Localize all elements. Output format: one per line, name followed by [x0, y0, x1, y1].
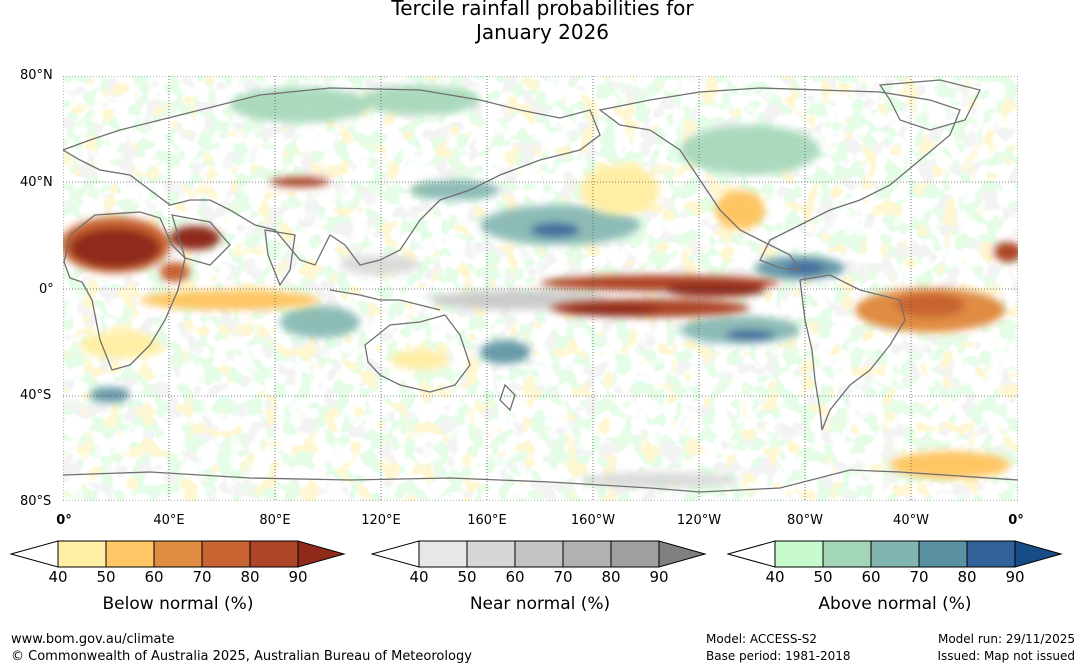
- colorbar-segment: [201, 540, 251, 568]
- lon-label-160w: 160°W: [570, 513, 616, 528]
- colorbar-near-normal: [370, 540, 707, 568]
- india-coast: [264, 229, 296, 287]
- footer-run: Model run: 29/11/2025 Issued: Map not is…: [937, 631, 1075, 665]
- map-title: Tercile rainfall probabilities for Janua…: [0, 0, 1085, 44]
- colorbar-tick-label: 70: [553, 568, 573, 586]
- lon-label-40e: 40°E: [153, 513, 185, 528]
- colorbar-tick-label: 40: [765, 568, 785, 586]
- lon-label-40w: 40°W: [893, 513, 929, 528]
- lat-label-40s: 40°S: [20, 388, 52, 403]
- colorbar-segment: [105, 540, 155, 568]
- colorbar-tick-label: 60: [861, 568, 881, 586]
- lon-label-80e: 80°E: [259, 513, 291, 528]
- colorbar-segment: [822, 540, 872, 568]
- colorbar-tick-label: 90: [1005, 568, 1025, 586]
- title-line-2: January 2026: [475, 20, 610, 44]
- colorbar-above-normal: [726, 540, 1063, 568]
- colorbar-tick-label: 90: [288, 568, 308, 586]
- lat-label-80s: 80°S: [20, 494, 52, 509]
- lat-label-80n: 80°N: [20, 68, 53, 83]
- copyright-text: © Commonwealth of Australia 2025, Austra…: [11, 649, 472, 664]
- greenland-coast: [878, 79, 981, 131]
- colorbar-min-arrow: [9, 540, 59, 568]
- base-period: Base period: 1981-2018: [706, 649, 851, 663]
- colorbar-segment: [610, 540, 660, 568]
- colorbar-min-arrow: [726, 540, 776, 568]
- graticule: [63, 76, 1018, 501]
- footer-model: Model: ACCESS-S2 Base period: 1981-2018: [706, 631, 851, 665]
- colorbar-tick-label: 90: [649, 568, 669, 586]
- colorbar-segment: [57, 540, 107, 568]
- south-america-coast: [799, 274, 906, 431]
- indonesia-coast: [329, 289, 441, 311]
- colorbar-segment: [249, 540, 299, 568]
- colorbar-tick-label: 60: [144, 568, 164, 586]
- lon-label-0-right: 0°: [1008, 513, 1024, 528]
- lon-label-120e: 120°E: [361, 513, 401, 528]
- colorbar-segment: [514, 540, 564, 568]
- below-normal-patches: [63, 165, 1018, 479]
- africa-coast: [63, 211, 186, 371]
- colorbar-max-arrow: [297, 540, 346, 568]
- coastlines: [63, 79, 1018, 493]
- colorbar-tick-label: 40: [409, 568, 429, 586]
- colorbar-tick-label: 80: [957, 568, 977, 586]
- colorbar-tick-label: 70: [909, 568, 929, 586]
- colorbar-min-arrow: [370, 540, 420, 568]
- model-name: Model: ACCESS-S2: [706, 632, 818, 646]
- new-zealand-coast: [499, 383, 516, 412]
- colorbar-tick-label: 50: [813, 568, 833, 586]
- above-normal-patches: [90, 85, 845, 403]
- colorbar-tick-label: 70: [192, 568, 212, 586]
- lon-label-80w: 80°W: [787, 513, 823, 528]
- lon-label-160e: 160°E: [467, 513, 507, 528]
- lat-label-equator: 0°: [39, 282, 54, 297]
- colorbar-tick-label: 40: [48, 568, 68, 586]
- north-america-coast: [598, 87, 961, 271]
- website-link[interactable]: www.bom.gov.au/climate: [11, 632, 175, 647]
- colorbar-max-arrow: [1014, 540, 1063, 568]
- legend-below-normal: Below normal (%) 40 50 60 70 80 90: [9, 540, 350, 614]
- colorbar-tick-label: 80: [601, 568, 621, 586]
- colorbar-segment: [774, 540, 824, 568]
- colorbar-segment: [562, 540, 612, 568]
- colorbar-below-normal: [9, 540, 346, 568]
- legend-title-near: Near normal (%): [469, 594, 611, 614]
- colorbar-segment: [870, 540, 920, 568]
- colorbar-segment: [153, 540, 203, 568]
- legend-title-below: Below normal (%): [102, 594, 254, 614]
- australia-coast: [364, 314, 471, 393]
- colorbar-tick-label: 50: [96, 568, 116, 586]
- colorbar-tick-label: 80: [240, 568, 260, 586]
- footer-left: www.bom.gov.au/climate © Commonwealth of…: [11, 631, 472, 665]
- colorbar-max-arrow: [658, 540, 707, 568]
- antarctica-coast: [63, 469, 1018, 493]
- europe-asia-coast: [63, 87, 601, 266]
- map-field: [63, 76, 1018, 501]
- model-run: Model run: 29/11/2025: [937, 632, 1075, 646]
- colorbar-tick-label: 60: [505, 568, 525, 586]
- title-line-1: Tercile rainfall probabilities for: [391, 0, 694, 20]
- lon-label-0-left: 0°: [56, 513, 72, 528]
- lat-label-40n: 40°N: [20, 175, 53, 190]
- colorbar-segment: [918, 540, 968, 568]
- colorbar-segment: [418, 540, 468, 568]
- issued-status: Issued: Map not issued: [937, 649, 1075, 663]
- colorbar-tick-label: 50: [457, 568, 477, 586]
- colorbar-segment: [966, 540, 1016, 568]
- legend-near-normal: Near normal (%) 40 50 60 70 80 90: [370, 540, 711, 614]
- legend-title-above: Above normal (%): [818, 594, 972, 614]
- legend-above-normal: Above normal (%) 40 50 60 70 80 90: [726, 540, 1067, 614]
- colorbar-segment: [466, 540, 516, 568]
- arabia-coast: [171, 214, 231, 266]
- lon-label-120w: 120°W: [676, 513, 722, 528]
